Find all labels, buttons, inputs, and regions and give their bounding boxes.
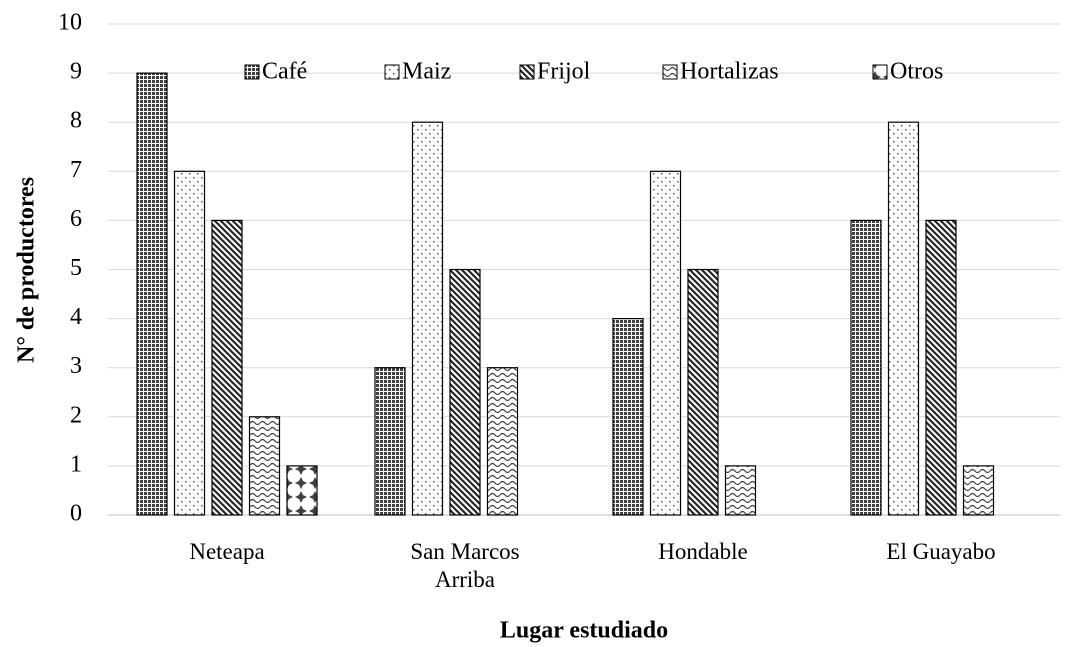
bar: [724, 465, 757, 516]
legend-label: Frijol: [537, 59, 591, 85]
legend-swatch: [384, 64, 400, 80]
legend-label: Otros: [890, 59, 943, 85]
legend-label: Maiz: [402, 59, 451, 85]
bar: [962, 465, 995, 516]
y-tick-label: 2: [70, 402, 82, 428]
y-axis-title: N° de productores: [14, 177, 40, 363]
y-tick-label: 8: [70, 108, 82, 134]
x-axis-title: Lugar estudiado: [500, 618, 668, 644]
bar: [136, 72, 168, 516]
y-tick-label: 7: [70, 157, 82, 183]
y-tick-label: 10: [58, 10, 82, 36]
y-tick-label: 1: [70, 451, 82, 477]
x-tick-label: El Guayabo: [886, 539, 996, 564]
bar: [248, 416, 281, 516]
bar: [173, 170, 206, 516]
bar: [649, 170, 682, 516]
legend-label: Café: [262, 59, 307, 85]
bar: [411, 121, 444, 516]
legend-swatch: [872, 64, 888, 80]
bar: [925, 219, 957, 516]
bar: [850, 219, 882, 516]
y-tick-label: 3: [70, 353, 82, 379]
x-tick-label: Neteapa: [189, 539, 265, 564]
bar: [486, 367, 519, 516]
bar: [449, 268, 481, 516]
legend-swatch: [519, 64, 535, 80]
bar: [374, 367, 406, 516]
bar: [612, 318, 644, 516]
legend-label: Hortalizas: [680, 59, 779, 85]
bar: [286, 465, 318, 516]
x-tick-label: Hondable: [658, 539, 748, 564]
y-tick-label: 0: [70, 501, 82, 527]
bar: [687, 268, 719, 516]
legend-swatch: [244, 64, 260, 80]
x-tick-label: San Marcos Arriba: [410, 539, 520, 592]
y-tick-label: 4: [70, 304, 82, 330]
y-tick-label: 9: [70, 59, 82, 85]
y-tick-label: 5: [70, 255, 82, 281]
legend-swatch: [662, 64, 678, 80]
bar: [887, 121, 920, 516]
bar: [211, 219, 243, 516]
y-tick-label: 6: [70, 206, 82, 232]
